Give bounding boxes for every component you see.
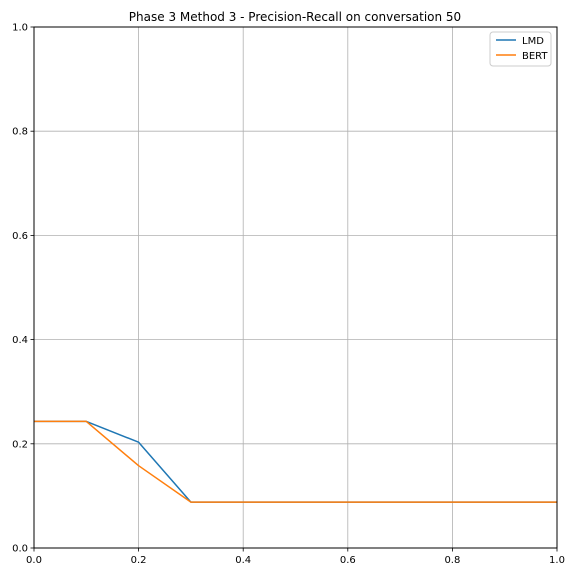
x-tick-label: 0.0 xyxy=(26,555,42,566)
x-tick-label: 0.6 xyxy=(340,555,356,566)
x-tick-label: 0.4 xyxy=(235,555,251,566)
x-tick-label: 0.8 xyxy=(444,555,460,566)
y-tick-label: 1.0 xyxy=(12,23,28,34)
legend-label-lmd: LMD xyxy=(522,36,544,47)
y-tick-label: 0.2 xyxy=(12,439,28,450)
y-tick-label: 0.8 xyxy=(12,127,28,138)
y-tick-label: 0.0 xyxy=(12,544,28,555)
x-tick-label: 0.2 xyxy=(131,555,147,566)
series-line-bert xyxy=(34,420,557,503)
x-tick-label: 1.0 xyxy=(549,555,565,566)
plot-frame xyxy=(33,26,558,549)
y-tick-label: 0.6 xyxy=(12,231,28,242)
series-line-lmd xyxy=(34,420,557,503)
legend-label-bert: BERT xyxy=(522,51,548,62)
grid-lines xyxy=(33,26,558,549)
chart-title: Phase 3 Method 3 - Precision-Recall on c… xyxy=(129,10,461,24)
axis-ticks: 0.0 0.2 0.4 0.6 0.8 1.0 0.0 0.2 0.4 0.6 0.8 1.0 xyxy=(12,23,565,567)
series-lines xyxy=(34,420,557,503)
legend: LMD BERT xyxy=(489,31,552,67)
y-tick-label: 0.4 xyxy=(12,335,28,346)
